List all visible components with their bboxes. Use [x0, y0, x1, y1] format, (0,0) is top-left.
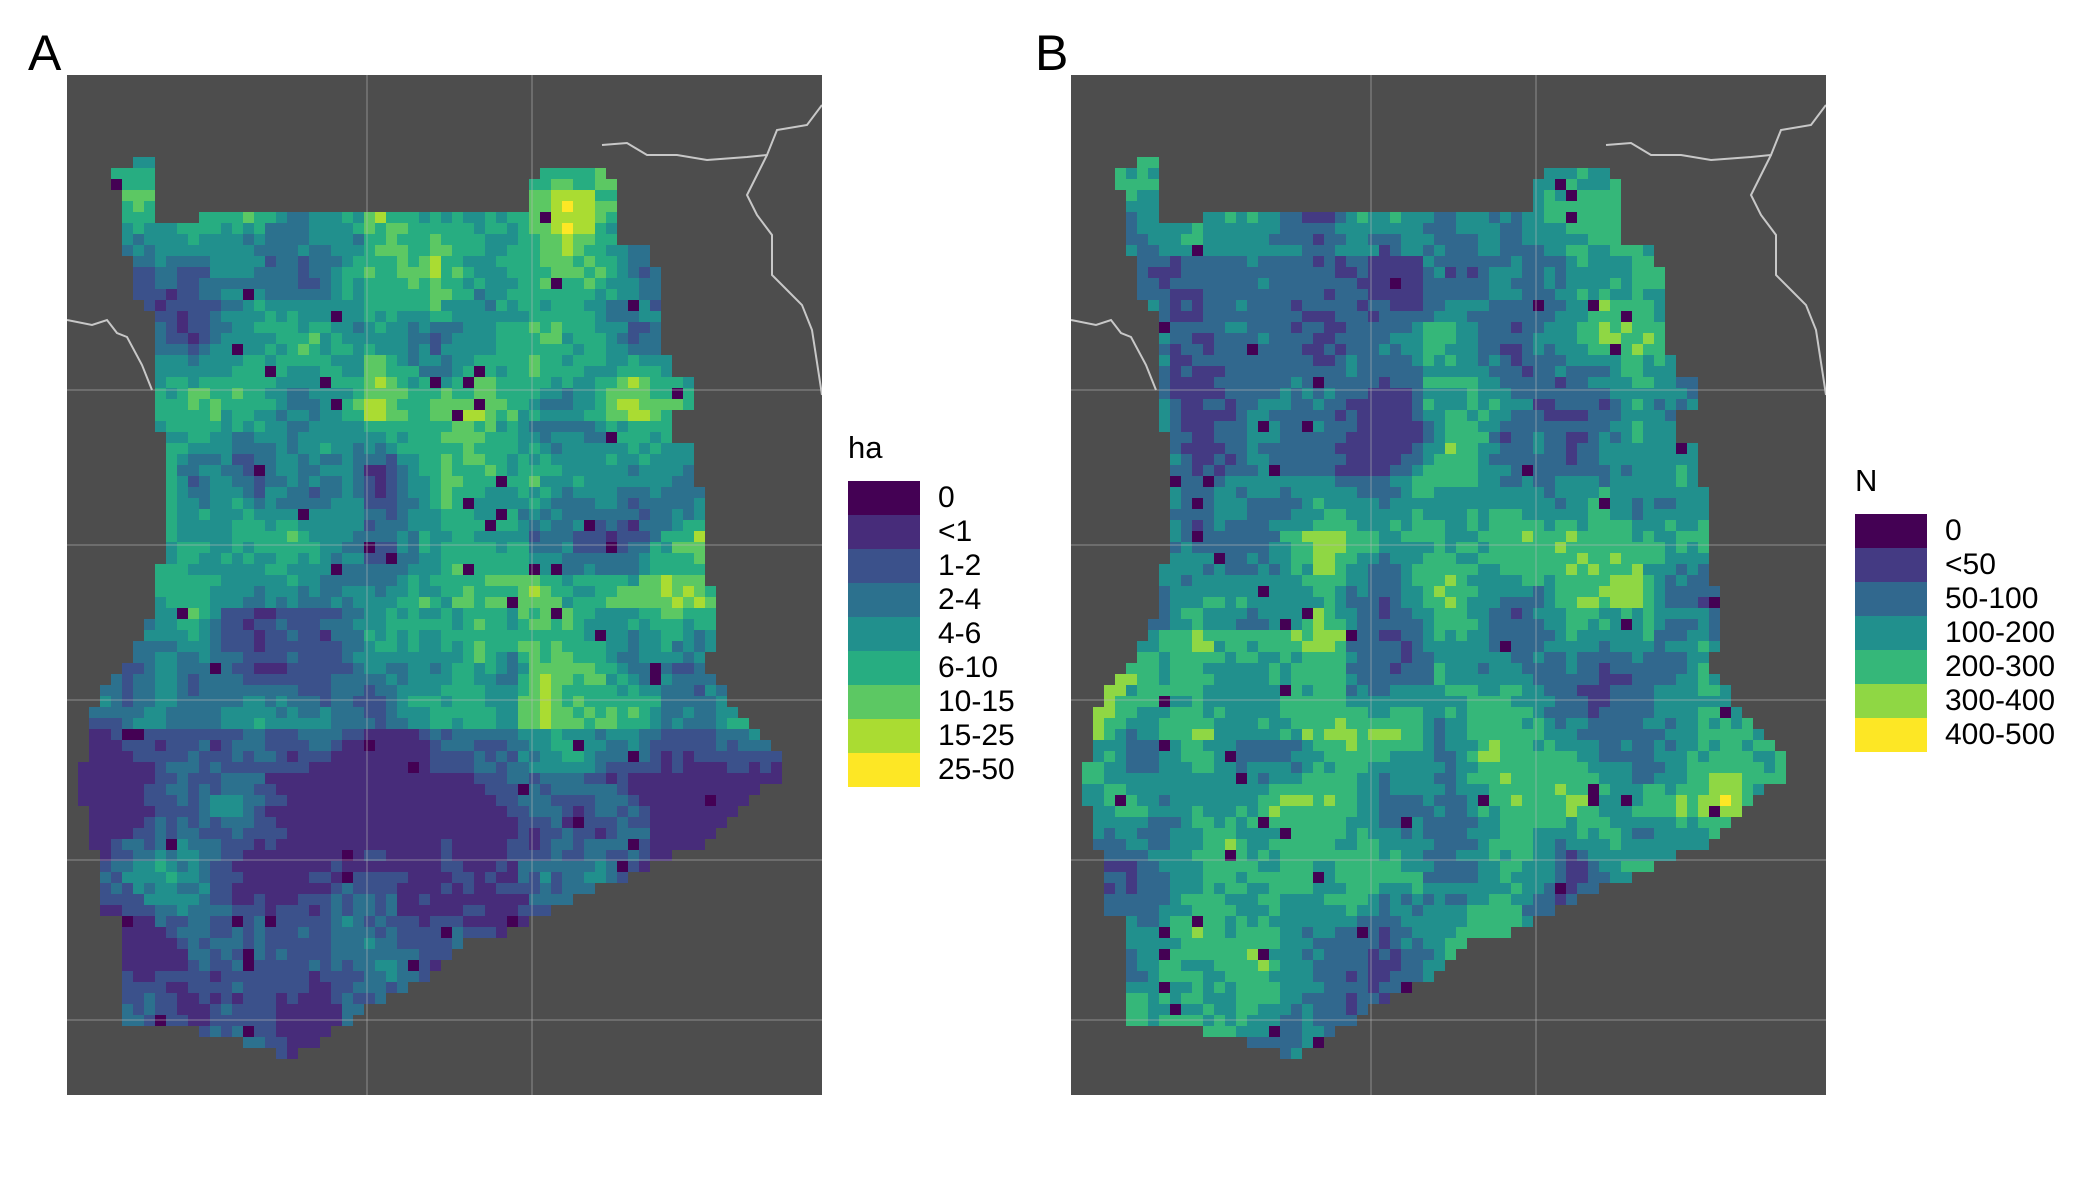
heatmap-raster-b — [1071, 75, 1826, 1135]
legend-item: 1-2 — [848, 549, 1015, 583]
legend-title-a: ha — [848, 430, 883, 465]
legend-label: <1 — [938, 515, 973, 548]
country-border-line — [601, 104, 822, 162]
country-border-line — [1749, 154, 1826, 396]
legend-swatch — [848, 583, 920, 617]
legend-item: 200-300 — [1855, 650, 2055, 684]
sea-area — [67, 1095, 822, 1135]
panel-letter-a: A — [28, 25, 62, 81]
country-border-line — [67, 318, 153, 391]
country-border-line — [1071, 318, 1157, 391]
legend-label: 6-10 — [938, 651, 999, 684]
map-a — [67, 75, 822, 1135]
legend-label: 25-50 — [938, 753, 1015, 786]
country-border-line — [1605, 104, 1826, 162]
legend-label: 4-6 — [938, 617, 982, 650]
legend-swatch — [848, 685, 920, 719]
legend-item: 2-4 — [848, 583, 1015, 617]
legend-item: 400-500 — [1855, 718, 2055, 752]
legend-label: 300-400 — [1945, 684, 2056, 717]
legend-item: 100-200 — [1855, 616, 2055, 650]
legend-item: 0 — [848, 481, 1015, 515]
legend-a: ha 0 <1 1-2 2-4 4-6 6-10 10-15 15-25 25-50 — [848, 432, 1015, 787]
legend-item: 0 — [1855, 514, 2055, 548]
legend-swatch — [848, 515, 920, 549]
sea-area — [1071, 1095, 1826, 1135]
legend-swatch — [1855, 718, 1927, 752]
legend-item: 6-10 — [848, 651, 1015, 685]
legend-swatch — [848, 719, 920, 753]
legend-swatch — [848, 617, 920, 651]
legend-items-a: 0 <1 1-2 2-4 4-6 6-10 10-15 15-25 25-50 — [848, 481, 1015, 787]
country-border-line — [745, 154, 822, 396]
legend-item: 4-6 — [848, 617, 1015, 651]
legend-b: N 0 <50 50-100 100-200 200-300 300-400 400-500 — [1855, 465, 2055, 752]
grid-lines — [1071, 75, 1826, 1095]
heatmap-raster-a — [67, 75, 822, 1135]
legend-item: 10-15 — [848, 685, 1015, 719]
legend-swatch — [1855, 650, 1927, 684]
legend-swatch — [848, 481, 920, 515]
panel-letter-b: B — [1035, 25, 1069, 81]
legend-label: 0 — [938, 481, 955, 514]
legend-label: 400-500 — [1945, 718, 2056, 751]
legend-item: 50-100 — [1855, 582, 2055, 616]
legend-swatch — [1855, 548, 1927, 582]
grid-lines — [67, 75, 822, 1095]
legend-label: 200-300 — [1945, 650, 2056, 683]
legend-label: 0 — [1945, 514, 1962, 547]
legend-swatch — [1855, 582, 1927, 616]
legend-title-b: N — [1855, 463, 1878, 498]
legend-label: 10-15 — [938, 685, 1015, 718]
legend-label: 100-200 — [1945, 616, 2056, 649]
legend-item: 25-50 — [848, 753, 1015, 787]
legend-swatch — [848, 549, 920, 583]
legend-label: 2-4 — [938, 583, 982, 616]
legend-item: 300-400 — [1855, 684, 2055, 718]
legend-item: <50 — [1855, 548, 2055, 582]
legend-swatch — [848, 753, 920, 787]
raster-cells — [1082, 157, 1786, 1059]
legend-swatch — [1855, 616, 1927, 650]
legend-label: <50 — [1945, 548, 1996, 581]
legend-swatch — [1855, 684, 1927, 718]
legend-items-b: 0 <50 50-100 100-200 200-300 300-400 400-500 — [1855, 514, 2055, 752]
legend-label: 50-100 — [1945, 582, 2039, 615]
legend-swatch — [1855, 514, 1927, 548]
legend-item: <1 — [848, 515, 1015, 549]
raster-cells — [78, 157, 782, 1059]
legend-swatch — [848, 651, 920, 685]
legend-item: 15-25 — [848, 719, 1015, 753]
map-b — [1071, 75, 1826, 1135]
legend-label: 1-2 — [938, 549, 982, 582]
legend-label: 15-25 — [938, 719, 1015, 752]
